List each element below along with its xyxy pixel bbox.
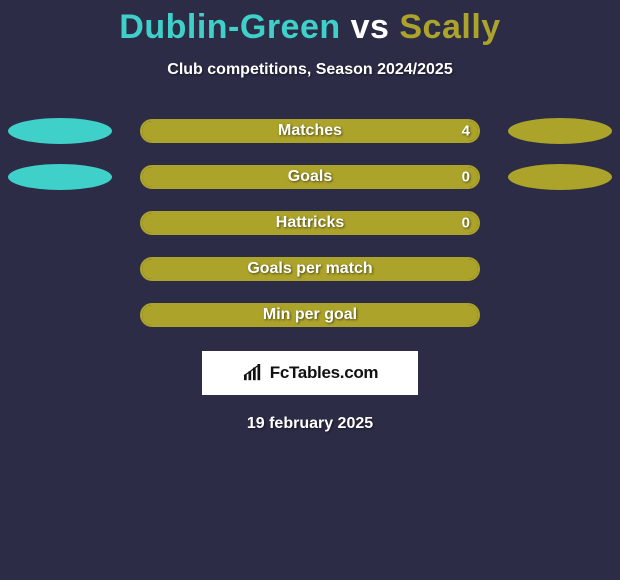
player2-name: Scally: [399, 8, 500, 46]
player2-ellipse: [508, 118, 612, 144]
player2-ellipse: [508, 210, 612, 236]
stat-label: Goals: [288, 168, 332, 186]
logo-box: FcTables.com: [202, 351, 418, 395]
date-label: 19 february 2025: [247, 415, 373, 433]
barchart-icon: [242, 364, 264, 382]
player2-ellipse: [508, 302, 612, 328]
stat-bar: Min per goal: [140, 303, 480, 327]
stat-value-player2: 0: [462, 169, 470, 186]
player1-ellipse: [8, 210, 112, 236]
stat-row: Min per goal: [0, 303, 620, 327]
stat-value-player2: 4: [462, 123, 470, 140]
stat-bar: Matches 4: [140, 119, 480, 143]
page-title: Dublin-Green vs Scally: [119, 8, 500, 47]
stat-row: Goals 0: [0, 165, 620, 189]
stat-bar: Goals per match: [140, 257, 480, 281]
player1-ellipse: [8, 302, 112, 328]
stat-label: Goals per match: [247, 260, 372, 278]
player2-ellipse: [508, 256, 612, 282]
stat-label: Hattricks: [276, 214, 344, 232]
logo-text: FcTables.com: [270, 363, 379, 383]
stat-label: Min per goal: [263, 306, 357, 324]
stat-bar: Hattricks 0: [140, 211, 480, 235]
player1-ellipse: [8, 256, 112, 282]
stat-bar: Goals 0: [140, 165, 480, 189]
player2-ellipse: [508, 164, 612, 190]
infographic-container: Dublin-Green vs Scally Club competitions…: [0, 0, 620, 433]
vs-label: vs: [351, 8, 390, 46]
player1-name: Dublin-Green: [119, 8, 340, 46]
stats-rows: Matches 4 Goals 0 Hattricks 0 Goals per match M…: [0, 119, 620, 327]
player1-ellipse: [8, 164, 112, 190]
stat-row: Hattricks 0: [0, 211, 620, 235]
player1-ellipse: [8, 118, 112, 144]
stat-label: Matches: [278, 122, 342, 140]
stat-value-player2: 0: [462, 215, 470, 232]
stat-row: Matches 4: [0, 119, 620, 143]
subtitle: Club competitions, Season 2024/2025: [167, 61, 452, 79]
stat-row: Goals per match: [0, 257, 620, 281]
